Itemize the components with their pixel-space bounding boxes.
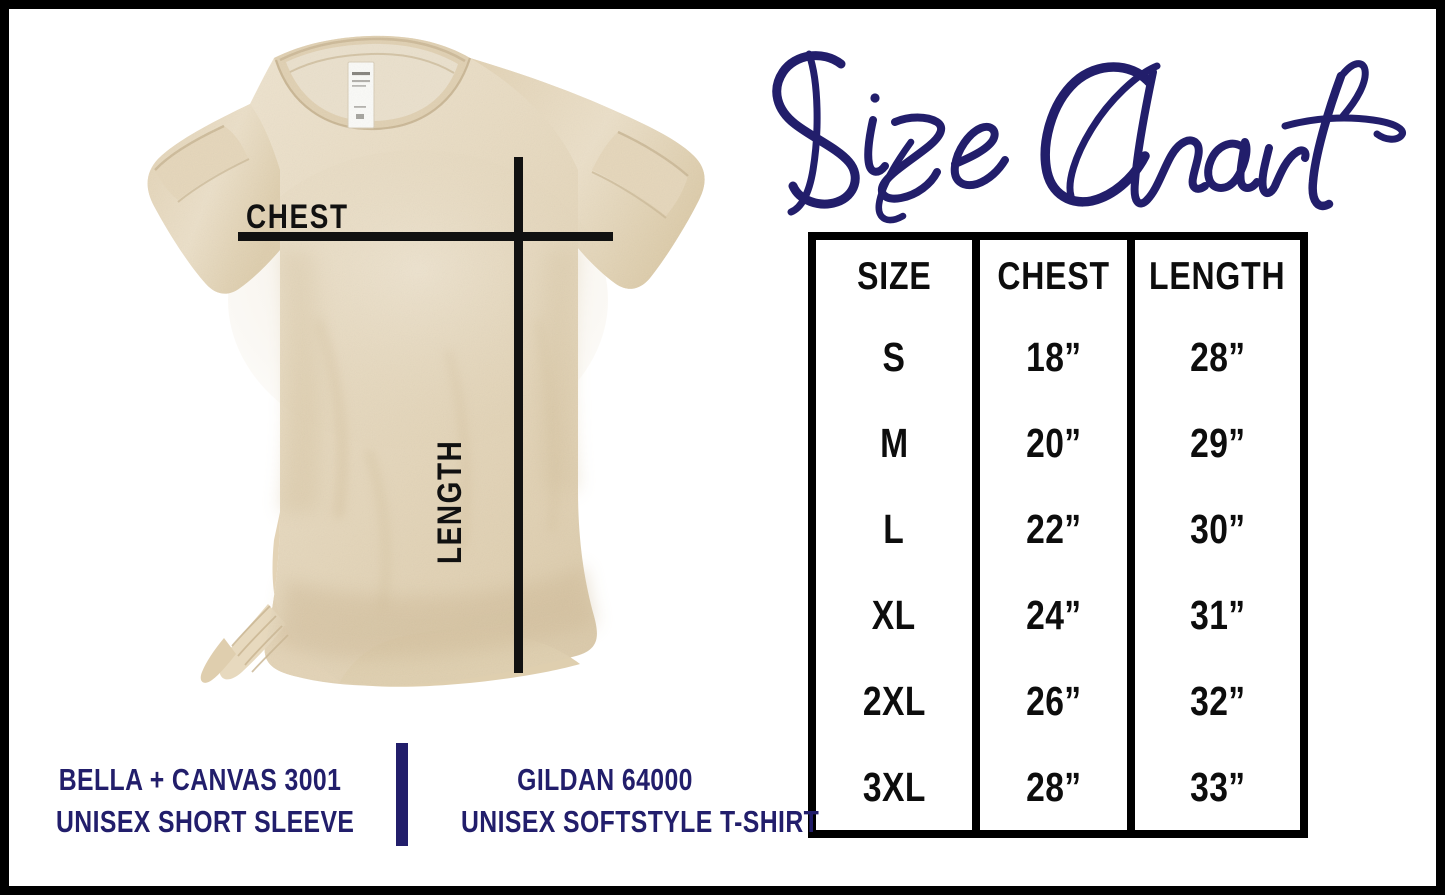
brand-footer: BELLA + CANVAS 3001 UNISEX SHORT SLEEVE … bbox=[20, 735, 819, 855]
table-row: 29” bbox=[1189, 419, 1246, 466]
brand-block-bella-canvas: BELLA + CANVAS 3001 UNISEX SHORT SLEEVE bbox=[20, 759, 380, 842]
brand-name: BELLA + CANVAS 3001 bbox=[58, 762, 342, 797]
table-header-length: LENGTH bbox=[1149, 255, 1286, 298]
page-title: Size Chart bbox=[745, 38, 1435, 228]
table-row: 28” bbox=[1025, 763, 1082, 810]
table-row: 22” bbox=[1025, 505, 1082, 552]
table-header-size: SIZE bbox=[856, 255, 932, 298]
brand-description: UNISEX SHORT SLEEVE bbox=[56, 803, 355, 839]
table-row: M bbox=[879, 419, 909, 466]
table-row: 3XL bbox=[862, 763, 926, 810]
table-row: XL bbox=[871, 591, 916, 638]
table-row: L bbox=[883, 505, 905, 552]
tshirt-illustration bbox=[18, 20, 758, 720]
table-header-chest: CHEST bbox=[997, 255, 1110, 298]
table-row: S bbox=[882, 333, 906, 380]
table-row: 20” bbox=[1025, 419, 1082, 466]
table-column-length: LENGTH 28” 29” 30” 31” 32” 33” bbox=[1135, 240, 1300, 830]
table-row: 28” bbox=[1189, 333, 1246, 380]
size-table: SIZE S M L XL 2XL 3XL CHEST 18” 20” 22” … bbox=[808, 232, 1308, 838]
table-row: 30” bbox=[1189, 505, 1246, 552]
brand-block-gildan: GILDAN 64000 UNISEX SOFTSTYLE T-SHIRT bbox=[425, 759, 820, 842]
table-row: 31” bbox=[1189, 591, 1246, 638]
table-row: 33” bbox=[1189, 763, 1246, 810]
table-row: 26” bbox=[1025, 677, 1082, 724]
brand-name: GILDAN 64000 bbox=[517, 762, 693, 797]
table-row: 32” bbox=[1189, 677, 1246, 724]
brand-divider bbox=[396, 743, 408, 846]
brand-description: UNISEX SOFTSTYLE T-SHIRT bbox=[461, 803, 820, 839]
table-column-size: SIZE S M L XL 2XL 3XL bbox=[816, 240, 972, 830]
table-row: 24” bbox=[1025, 591, 1082, 638]
table-row: 18” bbox=[1025, 333, 1082, 380]
table-row: 2XL bbox=[862, 677, 926, 724]
table-column-chest: CHEST 18” 20” 22” 24” 26” 28” bbox=[971, 240, 1135, 830]
